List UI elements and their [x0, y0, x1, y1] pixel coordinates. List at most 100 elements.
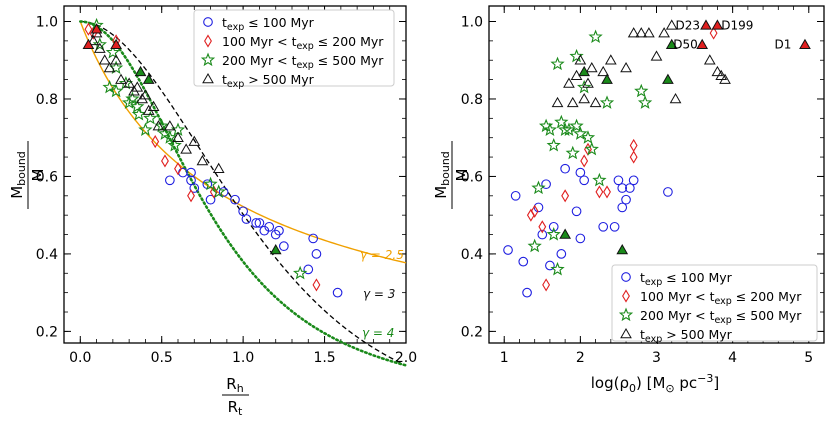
curve-label: γ = 4 [362, 326, 394, 340]
left-legend-label: 100 Myr < texp ≤ 200 Myr [222, 34, 384, 52]
right-point-diamond [603, 185, 611, 199]
left-point-triangle-filled-red [82, 38, 95, 49]
left-point-circle [264, 221, 275, 232]
left-point-star [122, 95, 137, 109]
right-ylabel-bottom: M [453, 169, 471, 182]
right-point-triangle [597, 65, 610, 77]
left-point-star [138, 122, 153, 137]
right-legend-box [611, 264, 818, 342]
left-point-circle [241, 214, 252, 224]
right-point-circle [510, 190, 521, 201]
left-point-triangle [147, 100, 160, 111]
right-point-circle [617, 183, 628, 193]
right-point-star [573, 126, 588, 140]
right-legend-marker-circle [621, 272, 631, 282]
right-point-star [569, 48, 584, 63]
right-point-circle [621, 194, 631, 205]
left-point-triangle [128, 85, 140, 96]
left-point-triangle [196, 154, 209, 166]
right-panel: 1 2 3 4 5 0.2 0.4 0.6 0.8 1.0 D23 D199 D50 D1 texp ≤… [432, 5, 825, 395]
right-ytick-label: 0.6 [461, 169, 483, 185]
left-xtick-label: 0.5 [151, 350, 173, 366]
left-points [82, 17, 343, 298]
point-annotation: D1 [775, 38, 792, 52]
right-point-triangle [566, 96, 579, 108]
left-point-diamond [174, 162, 182, 176]
left-point-circle [205, 194, 216, 205]
left-point-circle [254, 218, 265, 228]
right-point-circle [571, 206, 582, 217]
right-ytick-label: 1.0 [461, 14, 483, 30]
right-point-triangle [551, 96, 564, 108]
right-point-triangle [665, 19, 678, 30]
left-curves: γ = 2.5 γ = 3 γ = 4 [78, 20, 408, 367]
point-annotation: D199 [721, 18, 753, 32]
left-panel: 0.0 0.5 1.0 1.5 2.00.20.40.60.81.0 γ = 2.5γ … [8, 5, 417, 418]
curve-gamma-3 [80, 20, 407, 367]
right-point-star [557, 122, 573, 137]
left-point-triangle [115, 73, 127, 84]
left-ytick-label: 0.8 [36, 92, 58, 108]
right-point-circle [503, 245, 513, 255]
left-point-triangle [110, 54, 122, 65]
right-point-triangle [703, 54, 716, 65]
right-point-triangle-filled-green [616, 244, 629, 255]
right-legend-label: 100 Myr < texp ≤ 200 Myr [640, 289, 802, 307]
right-point-circle [579, 175, 590, 186]
left-point-triangle [131, 81, 144, 92]
left-point-circle [274, 225, 284, 236]
right-point-star [637, 95, 653, 109]
left-point-circle [230, 194, 240, 205]
right-point-star [550, 261, 565, 276]
right-point-diamond [629, 138, 638, 153]
right-point-star [634, 83, 649, 98]
left-point-diamond [187, 189, 195, 203]
left-point-circle [279, 241, 289, 252]
left-point-star [154, 118, 169, 133]
left-xlabel: Rh Rt [222, 375, 249, 418]
right-xlabel: log(ρ0) [M⊙ pc−3] [591, 372, 720, 395]
right-point-circle [625, 183, 635, 193]
left-point-diamond [312, 278, 321, 292]
left-point-triangle [152, 120, 165, 131]
left-point-triangle-filled-red [90, 23, 103, 34]
right-point-diamond [542, 278, 551, 292]
right-point-triangle [719, 73, 731, 84]
left-legend-marker-circle [203, 17, 213, 27]
right-legend-label: texp > 500 Myr [640, 327, 733, 345]
right-point-circle [598, 221, 609, 232]
right-legend-marker-triangle [620, 327, 632, 339]
right-point-diamond [580, 154, 589, 168]
left-point-circle [311, 249, 322, 259]
right-ytick-label: 0.4 [461, 247, 483, 263]
left-point-circle [186, 167, 196, 178]
right-point-diamond [709, 26, 718, 40]
left-point-star [143, 110, 158, 125]
left-point-star [105, 44, 120, 59]
left-point-circle [308, 233, 319, 244]
curve-label: γ = 3 [363, 287, 395, 301]
right-point-circle [575, 167, 586, 178]
curve-label: γ = 2.5 [360, 248, 404, 262]
left-legend-label: texp > 500 Myr [222, 72, 315, 90]
left-point-circle [189, 183, 200, 193]
right-point-triangle-filled-red [711, 19, 724, 30]
left-point-star [162, 130, 177, 144]
right-point-diamond [629, 150, 638, 164]
point-annotation: D50 [673, 38, 698, 52]
left-point-star [130, 99, 145, 113]
right-point-star [546, 137, 561, 152]
right-point-triangle-filled-green [662, 73, 674, 84]
right-xtick-label: 4 [728, 350, 737, 366]
right-point-diamond [538, 220, 547, 234]
left-point-star [131, 106, 147, 121]
left-legend-box [193, 9, 395, 87]
right-point-triangle-filled-red [696, 38, 709, 49]
right-point-circle [556, 249, 567, 259]
left-point-star [203, 176, 218, 191]
left-xtick-label: 2.0 [395, 350, 417, 366]
left-point-triangle-filled-red [110, 38, 122, 49]
right-point-star [599, 95, 615, 109]
